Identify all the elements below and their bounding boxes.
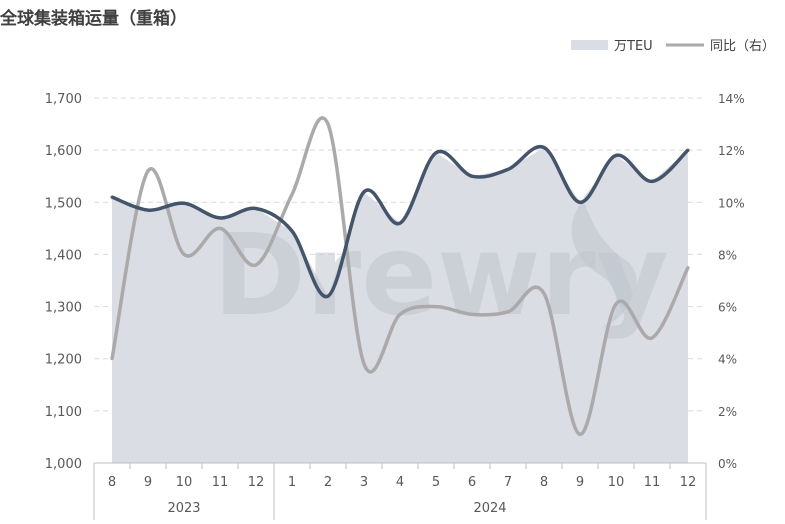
yoy-point-5 [290,192,294,196]
left-tick-label: 1,000 [45,457,82,472]
x-tick-label: 12 [248,475,265,490]
x-tick-label: 3 [360,475,368,490]
legend-swatch-volume [571,40,608,50]
year-label-2024: 2024 [473,501,506,516]
watermark-flame-icon [571,200,637,330]
yoy-point-4 [254,263,258,267]
volume-point-2 [182,201,186,205]
legend: 万TEU 同比（右） [571,39,775,54]
watermark-logo-text: Drewry [213,211,669,341]
volume-point-3 [218,216,222,220]
left-tick-label: 1,100 [45,405,82,420]
left-axis-ticks: 1,000 1,100 1,200 1,300 1,400 1,500 1,600 1,700 [45,92,82,472]
right-tick-label: 14% [718,92,745,106]
yoy-point-8 [398,312,402,316]
volume-point-5 [290,229,294,233]
yoy-point-9 [434,305,438,309]
volume-line [111,144,690,299]
volume-point-6 [326,294,330,298]
volume-point-15 [650,179,654,183]
volume-point-13 [578,200,582,204]
yoy-point-14 [614,302,618,306]
x-tick-label: 8 [108,475,116,490]
volume-area [112,147,688,463]
yoy-point-2 [182,252,186,256]
left-tick-label: 1,700 [45,92,82,107]
volume-point-11 [506,167,510,171]
right-tick-label: 10% [718,196,745,210]
x-tick-label: 6 [468,475,476,490]
volume-point-0 [110,195,114,199]
left-tick-label: 1,300 [45,301,82,316]
left-tick-label: 1,600 [45,144,82,159]
yoy-point-1 [146,169,150,173]
right-tick-label: 4% [718,353,737,367]
x-tick-label: 11 [644,475,661,490]
right-tick-label: 0% [718,457,737,471]
x-tick-label: 1 [288,475,296,490]
left-tick-label: 1,400 [45,248,82,263]
volume-point-16 [686,148,690,152]
x-tick-label: 10 [176,475,193,490]
yoy-point-16 [686,265,690,269]
x-tick-label: 2 [324,475,332,490]
x-tick-label: 9 [576,475,584,490]
left-tick-label: 1,200 [45,353,82,368]
x-tick-label: 5 [432,475,440,490]
volume-point-8 [398,221,402,225]
right-axis-ticks: 0% 2% 4% 6% 8% 10% 12% 14% [718,92,745,471]
chart-title: 全球集装箱运量（重箱） [0,8,187,29]
yoy-line [110,116,690,437]
yoy-point-0 [110,357,114,361]
legend-label-yoy: 同比（右） [710,39,775,54]
x-tick-label: 10 [608,475,625,490]
x-tick-label: 8 [540,475,548,490]
x-tick-label: 11 [212,475,229,490]
yoy-point-15 [650,336,654,340]
right-tick-label: 12% [718,144,745,158]
year-label-2023: 2023 [167,501,200,516]
x-tick-label: 9 [144,475,152,490]
x-tick-label: 12 [680,475,697,490]
yoy-point-10 [470,312,474,316]
yoy-point-3 [218,226,222,230]
right-tick-label: 2% [718,405,737,419]
volume-point-14 [614,153,618,157]
right-tick-label: 6% [718,301,737,315]
yoy-point-12 [542,292,546,296]
right-tick-label: 8% [718,248,737,262]
volume-point-12 [542,146,546,150]
volume-point-9 [434,151,438,155]
volume-point-10 [470,174,474,178]
yoy-point-7 [362,362,366,366]
legend-label-volume: 万TEU [614,39,653,54]
volume-point-4 [254,207,258,211]
x-tick-label: 7 [504,475,512,490]
yoy-point-13 [578,432,582,436]
x-tick-label: 4 [396,475,404,490]
left-tick-label: 1,500 [45,196,82,211]
volume-point-7 [362,190,366,194]
yoy-point-6 [326,122,330,126]
volume-point-1 [146,208,150,212]
yoy-point-11 [506,310,510,314]
